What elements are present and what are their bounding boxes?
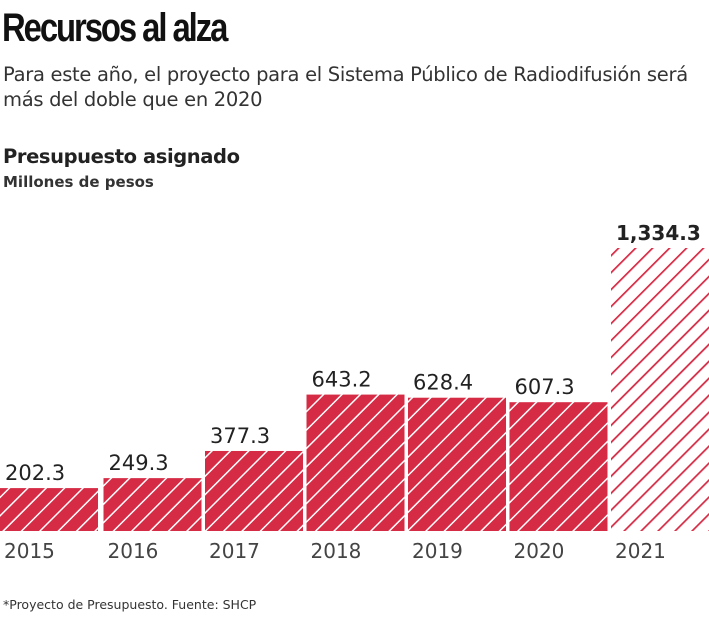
bar-2019 <box>408 397 506 531</box>
value-label: 643.2 <box>312 368 372 392</box>
headline: Recursos al alza <box>2 6 228 50</box>
x-tick-label: 2020 <box>514 539 565 563</box>
value-label: 249.3 <box>109 451 169 475</box>
bar-2017 <box>205 450 303 531</box>
bar-2018 <box>306 394 405 531</box>
x-tick-label: 2021 <box>615 539 666 563</box>
value-label: 628.4 <box>413 371 473 395</box>
x-tick-label: 2018 <box>311 539 362 563</box>
x-tick-label: 2019 <box>412 539 463 563</box>
value-label: 607.3 <box>515 375 575 399</box>
chart-title: Presupuesto asignado <box>3 145 240 168</box>
bar-2016 <box>103 478 202 531</box>
value-label: 1,334.3 <box>616 221 701 245</box>
y-axis-label: Millones de pesos <box>3 173 154 191</box>
x-tick-label: 2015 <box>4 539 55 563</box>
bar-2021 <box>611 248 709 531</box>
value-label: 377.3 <box>210 424 270 448</box>
footnote: *Proyecto de Presupuesto. Fuente: SHCP <box>3 597 257 612</box>
bar-2015 <box>0 488 98 531</box>
x-tick-label: 2016 <box>108 539 159 563</box>
x-tick-label: 2017 <box>209 539 260 563</box>
bar-2020 <box>509 402 608 531</box>
value-label: 202.3 <box>5 461 65 485</box>
subtitle: Para este año, el proyecto para el Siste… <box>3 63 688 111</box>
